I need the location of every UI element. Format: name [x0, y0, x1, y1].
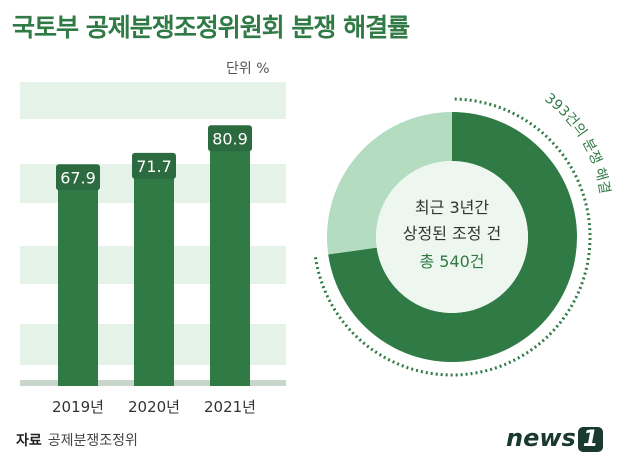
x-tick-2020년: 2020년: [128, 398, 180, 416]
donut-center: [376, 161, 528, 313]
donut-chart: [326, 112, 577, 363]
bar-series: 67.9 71.7 80.9: [56, 125, 252, 386]
donut-slice-1: [326, 112, 452, 255]
logo-badge: 1: [577, 427, 604, 452]
center-line-1: 최근 3년간: [415, 198, 489, 217]
logo-text: news: [506, 424, 576, 452]
center-line-3: 총 540건: [419, 252, 484, 271]
source-value: 공제분쟁조정위: [47, 433, 138, 449]
value-badge-2020년: [132, 152, 176, 179]
x-tick-labels: 2019년 2020년 2021년: [52, 398, 256, 416]
bar-2020년: [134, 170, 174, 386]
value-badge-2021년: [208, 125, 252, 152]
bar-2021년: [210, 143, 250, 386]
value-badge-2019년: [56, 164, 100, 191]
x-tick-2019년: 2019년: [52, 398, 104, 416]
donut-slice-0: [328, 112, 577, 363]
value-label-2021년: 80.9: [212, 129, 248, 148]
band-0: [20, 82, 286, 119]
value-label-2020년: 71.7: [136, 157, 172, 176]
news1-logo: news 1: [506, 424, 604, 452]
center-line-2: 상정된 조정 건: [403, 224, 502, 243]
source-label: 자료: [16, 433, 42, 449]
chart-title: 국토부 공제분쟁조정위원회 분쟁 해결률: [12, 13, 410, 42]
unit-label: 단위 %: [226, 61, 270, 77]
x-tick-2021년: 2021년: [204, 398, 256, 416]
bar-2019년: [58, 182, 98, 386]
source-note: 자료 공제분쟁조정위: [16, 430, 138, 450]
value-label-2019년: 67.9: [60, 168, 96, 187]
